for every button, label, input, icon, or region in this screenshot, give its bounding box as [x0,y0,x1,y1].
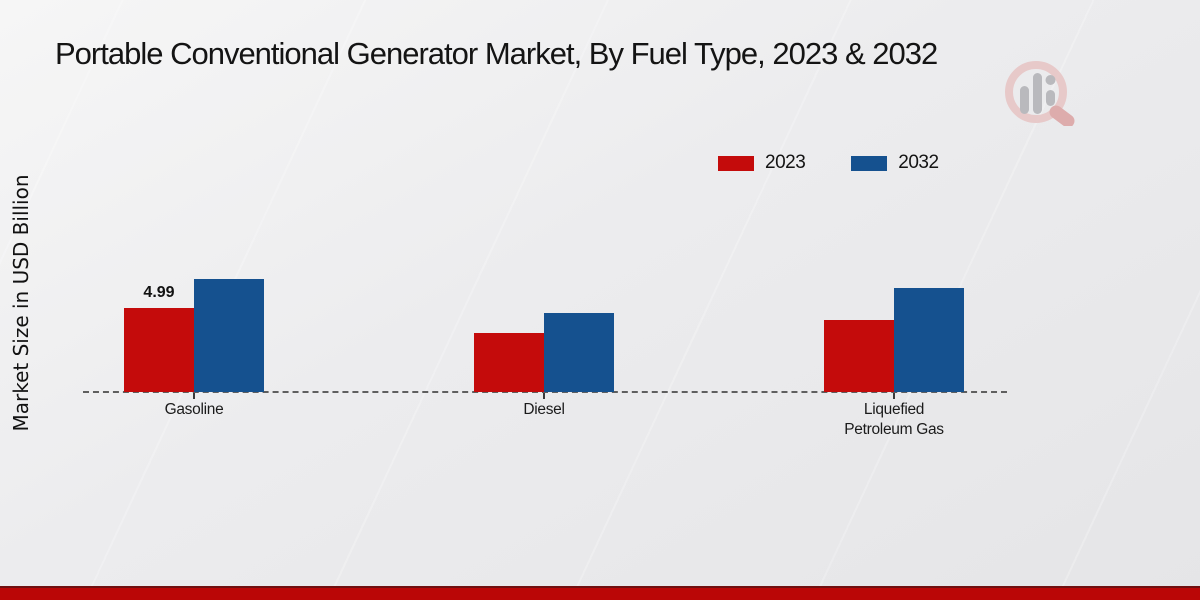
legend-item-2032: 2032 [851,152,939,174]
bar-2023-gasoline [124,308,194,392]
x-axis-category-label: Liquefied Petroleum Gas [844,401,944,438]
x-axis-category-label: Diesel [523,401,565,418]
footer-accent-bar [0,586,1200,600]
bar-2023-liquefied-petroleum-gas [824,320,894,392]
brand-watermark-logo [998,60,1082,131]
bar-2032-gasoline [194,279,264,392]
legend-swatch-2032 [851,155,888,171]
chart-title: Portable Conventional Generator Market, … [55,36,938,71]
x-axis-tick [543,393,545,399]
bar-2032-liquefied-petroleum-gas [894,288,964,392]
legend: 2023 2032 [718,152,939,174]
zero-baseline [83,391,1007,393]
legend-label-2023: 2023 [765,152,806,173]
x-axis-tick [893,393,895,399]
bar-value-label: 4.99 [143,284,175,301]
bar-2023-diesel [474,333,544,392]
legend-swatch-2023 [718,155,754,171]
legend-item-2023: 2023 [718,152,806,174]
x-axis-tick [193,393,195,399]
bar-2032-diesel [544,313,614,392]
x-axis-category-label: Gasoline [164,401,224,418]
legend-label-2032: 2032 [898,152,939,173]
magnifier-bar-chart-icon [1005,61,1075,128]
